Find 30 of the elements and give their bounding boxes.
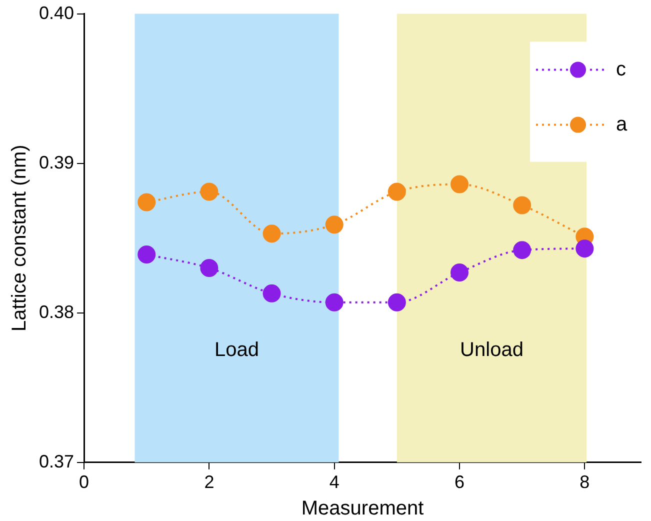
x-axis-title: Measurement [301,498,424,520]
band-label: Load [214,338,259,361]
point [450,175,469,194]
y-tick-label: 0.40 [38,2,74,23]
x-tick-label: 4 [329,472,340,492]
point [388,182,406,201]
point [138,246,156,264]
band-label: Unload [460,338,524,361]
y-tick-label: 0.37 [38,451,74,472]
y-axis-title: Lattice constant (nm) [8,144,31,332]
legend-label: a [616,113,628,136]
point [576,240,594,258]
point [450,263,469,282]
x-tick-label: 6 [454,472,465,492]
legend-label: c [616,58,626,80]
point [325,216,344,234]
y-tick-label: 0.38 [38,302,74,322]
point [138,193,156,212]
x-tick-label: 0 [79,472,90,492]
x-tick-label: 2 [204,472,214,492]
point [262,284,281,302]
y-tick-label: 0.39 [38,152,74,172]
point [200,182,218,201]
point [388,293,406,312]
point [513,196,532,214]
point [262,224,281,243]
point [325,293,344,312]
point [513,241,532,260]
point [200,259,218,278]
x-tick-label: 8 [580,472,590,492]
